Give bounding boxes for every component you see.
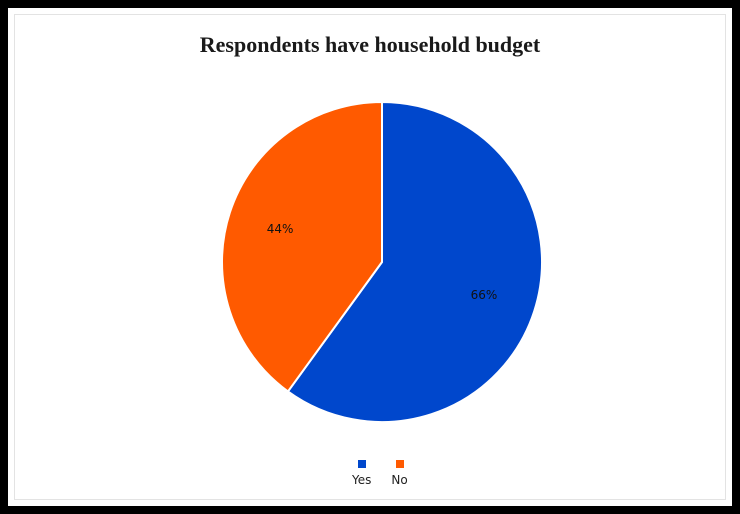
legend: Yes No xyxy=(352,460,408,487)
pie-slice-yes[interactable] xyxy=(286,100,543,423)
legend-label-yes: Yes xyxy=(352,473,372,487)
chart-area xyxy=(14,14,726,500)
chart-title: Respondents have household budget xyxy=(199,32,541,57)
chart-frame: Respondents have household budget 66% 44… xyxy=(8,8,732,506)
legend-item-yes[interactable]: Yes xyxy=(352,460,371,487)
legend-item-no[interactable]: No xyxy=(391,460,408,487)
slice-label-yes: 66% xyxy=(471,288,498,302)
pie-chart: 66% 44% xyxy=(221,100,543,423)
slice-label-no: 44% xyxy=(267,222,294,236)
legend-label-no: No xyxy=(391,473,408,487)
legend-swatch-no xyxy=(395,460,404,468)
pie-slice-no[interactable] xyxy=(221,100,383,393)
legend-swatch-yes xyxy=(357,460,366,468)
